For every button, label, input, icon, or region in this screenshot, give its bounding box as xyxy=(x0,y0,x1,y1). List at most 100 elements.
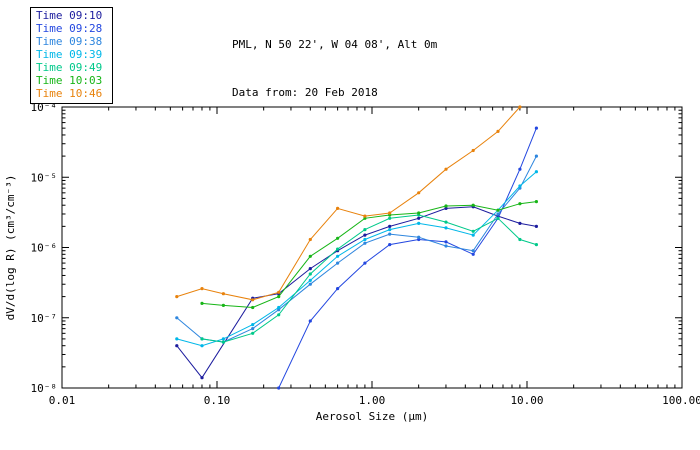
legend-item: Time 09:49 xyxy=(36,61,103,74)
series-marker xyxy=(277,308,281,312)
x-tick-label: 100.00 xyxy=(662,394,700,407)
series-marker xyxy=(471,252,475,256)
y-tick-label: 10⁻⁵ xyxy=(31,171,58,184)
series-marker xyxy=(417,235,421,239)
series-marker xyxy=(200,301,204,305)
series-marker xyxy=(444,226,448,230)
series-marker xyxy=(417,211,421,215)
series-marker xyxy=(363,237,367,242)
series-marker xyxy=(308,278,312,282)
y-tick-label: 10⁻⁸ xyxy=(31,382,58,395)
plot-title-line-2: Data from: 20 Feb 2018 xyxy=(232,86,378,99)
series-marker xyxy=(471,233,475,237)
series-line xyxy=(176,106,521,301)
series-line xyxy=(176,206,537,379)
series-marker xyxy=(308,282,312,286)
series-marker xyxy=(534,126,539,130)
series-marker xyxy=(534,170,539,174)
series-marker xyxy=(221,303,225,307)
series-marker xyxy=(336,261,340,265)
series-marker xyxy=(534,154,539,158)
series-marker xyxy=(363,233,367,237)
plot-title-block: PML, N 50 22', W 04 08', Alt 0m Data fro… xyxy=(232,5,437,133)
series-marker xyxy=(175,316,179,320)
legend-box: Time 09:10 Time 09:28 Time 09:38 Time 09:39… xyxy=(30,7,114,104)
series-marker xyxy=(471,203,475,207)
series-marker xyxy=(496,212,500,216)
series-marker xyxy=(221,340,225,344)
series-marker xyxy=(417,237,421,242)
series-marker xyxy=(363,261,367,265)
series-line xyxy=(201,201,537,309)
series-marker xyxy=(444,206,448,210)
x-tick-label: 10.00 xyxy=(510,394,543,407)
series-marker xyxy=(336,206,340,210)
plot-frame xyxy=(61,106,683,389)
series-marker xyxy=(518,184,522,188)
series-marker xyxy=(308,254,312,258)
series-marker xyxy=(444,244,448,248)
series-marker xyxy=(496,216,500,220)
series-marker xyxy=(200,287,204,291)
series-marker xyxy=(336,287,340,291)
series-marker xyxy=(175,344,179,348)
series-marker xyxy=(518,167,522,171)
series-marker xyxy=(277,386,281,390)
series-marker xyxy=(388,232,392,236)
legend-item: Time 09:10 xyxy=(36,9,103,22)
series-line xyxy=(201,214,537,343)
series-marker xyxy=(336,247,340,251)
series-marker xyxy=(277,305,281,310)
series-marker xyxy=(518,221,522,225)
legend-item: Time 09:38 xyxy=(36,35,103,48)
series-marker xyxy=(444,220,448,224)
legend-item: Time 10:46 xyxy=(36,87,103,100)
legend-item: Time 09:28 xyxy=(36,22,103,35)
series-marker xyxy=(388,243,392,247)
series-marker xyxy=(221,292,225,296)
series-marker xyxy=(417,216,421,220)
series-marker xyxy=(308,272,312,276)
series-marker xyxy=(251,331,255,335)
x-tick-label: 1.00 xyxy=(359,394,386,407)
series-marker xyxy=(471,229,475,233)
series-marker xyxy=(496,129,500,133)
series-marker xyxy=(221,337,225,341)
series-marker xyxy=(308,267,312,271)
series-marker xyxy=(363,228,367,232)
series-marker xyxy=(518,202,522,206)
series-marker xyxy=(388,228,392,232)
series-marker xyxy=(388,224,392,228)
y-tick-label: 10⁻⁴ xyxy=(31,101,58,114)
series-marker xyxy=(251,323,255,327)
x-tick-label: 0.10 xyxy=(204,394,231,407)
series-marker xyxy=(251,305,255,310)
series-marker xyxy=(471,249,475,253)
series-marker xyxy=(277,290,281,294)
series-marker xyxy=(417,191,421,195)
legend-item: Time 09:39 xyxy=(36,48,103,61)
series-marker xyxy=(175,337,179,341)
series-marker xyxy=(200,376,204,380)
series-line xyxy=(176,155,537,343)
x-tick-label: 0.01 xyxy=(49,394,76,407)
series-marker xyxy=(534,200,539,204)
series-marker xyxy=(496,208,500,212)
series-marker xyxy=(251,298,255,302)
x-axis-title: Aerosol Size (μm) xyxy=(316,410,429,423)
series-marker xyxy=(251,327,255,331)
plot-title-line-1: PML, N 50 22', W 04 08', Alt 0m xyxy=(232,38,438,51)
y-tick-label: 10⁻⁶ xyxy=(31,242,58,255)
series-marker xyxy=(534,243,539,247)
series-marker xyxy=(534,224,539,228)
series-marker xyxy=(363,216,367,220)
series-marker xyxy=(444,204,448,208)
series-marker xyxy=(175,295,179,299)
legend-item: Time 10:03 xyxy=(36,74,103,87)
series-marker xyxy=(363,214,367,218)
series-marker xyxy=(200,337,204,341)
series-marker xyxy=(417,221,421,225)
series-marker xyxy=(200,344,204,348)
